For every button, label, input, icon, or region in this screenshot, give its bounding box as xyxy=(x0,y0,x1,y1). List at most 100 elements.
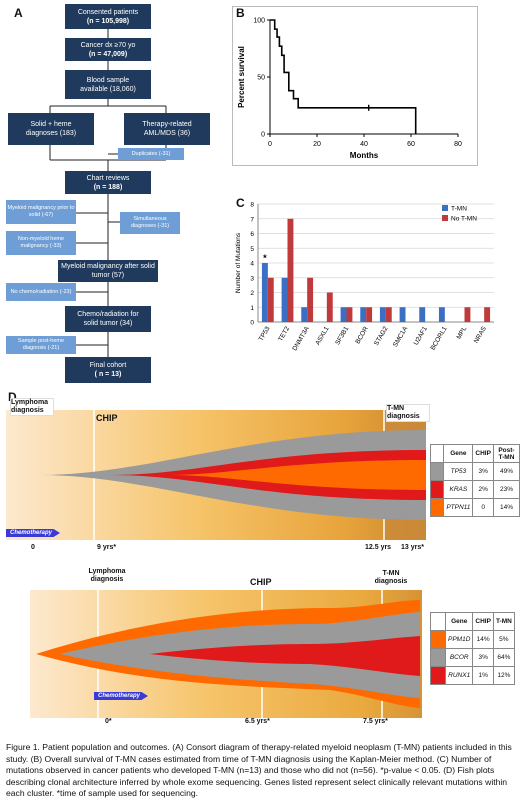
bottom-chemotherapy-arrow: Chemotherapy xyxy=(94,692,149,700)
category-label: TET2 xyxy=(277,325,291,343)
bottom-gene-table: Gene CHIP T-MN PPM1D 14% 5% BCOR 3% 64% … xyxy=(430,612,515,685)
runx1-clone xyxy=(150,636,420,676)
y-tick-label: 7 xyxy=(250,216,254,223)
chemo-radiation-box: Chemo/radiation for solid tumor (34) xyxy=(65,306,151,332)
box-value: available (18,060) xyxy=(80,85,136,93)
top-lymphoma-label: Lymphoma diagnosis xyxy=(10,398,54,416)
box-title: Myeloid malignancy after solid tumor (57… xyxy=(61,263,155,279)
box-title: Blood sample xyxy=(86,76,130,84)
blood-sample-box: Blood sample available (18,060) xyxy=(65,70,151,99)
y-axis-label: Percent survival xyxy=(237,46,246,108)
post-cell: 12% xyxy=(492,666,515,685)
x-axis-label: Months xyxy=(350,151,379,160)
myeloid-after-box: Myeloid malignancy after solid tumor (57… xyxy=(58,260,158,282)
bar-no-t-mn-nras xyxy=(484,307,491,322)
table-row: RUNX1 1% 12% xyxy=(430,666,515,685)
bottom-time-0: 0* xyxy=(104,718,113,725)
no-chemo-box: No chemo/radiation (-23) xyxy=(6,283,76,301)
box-title: Solid + heme xyxy=(30,121,72,128)
bar-no-t-mn-sf3b1 xyxy=(346,307,353,322)
category-label: NRAS xyxy=(473,325,488,345)
bottom-time-2: 7.5 yrs* xyxy=(362,718,389,725)
top-chemotherapy-arrow: Chemotherapy xyxy=(6,529,61,537)
ptpn11-clone xyxy=(170,460,426,490)
bar-no-t-mn-bcor xyxy=(366,307,373,322)
x-tick-label: 40 xyxy=(360,141,368,148)
y-tick-label: 3 xyxy=(250,275,254,282)
final-cohort-box: Final cohort ( n = 13) xyxy=(65,357,151,383)
y-tick-label: 6 xyxy=(250,231,254,238)
consented-patients-box: Consented patients (n = 105,998) xyxy=(65,4,151,29)
bar-no-t-mn-tp53 xyxy=(267,277,274,322)
top-time-1: 9 yrs* xyxy=(96,544,118,551)
gene-header: Gene xyxy=(444,612,474,631)
panel-d-letter: D xyxy=(8,390,17,404)
box-title: Therapy-related xyxy=(142,121,192,128)
top-tmn-label: T-MN diagnosis xyxy=(386,404,430,422)
chip-header: CHIP xyxy=(472,612,494,631)
mutations-bar-chart: 0 1 2 3 4 5 6 7 8 TP53 TET2 DNMT3A ASXL1 SF3B1 BCOR STA… xyxy=(235,202,494,352)
category-label: U2AF1 xyxy=(413,325,429,346)
gene-cell: KRAS xyxy=(443,480,474,499)
bar-t-mn-sf3b1 xyxy=(340,307,347,322)
simultaneous-box: Simultaneous diagnoses (-31) xyxy=(120,212,180,234)
chip-cell: 0 xyxy=(472,498,494,517)
survival-curve xyxy=(270,19,417,134)
legend-label: No T-MN xyxy=(451,216,477,223)
cancer-dx-box: Cancer dx ≥70 yo (n = 47,009) xyxy=(65,38,151,61)
box-value: (n = 188) xyxy=(93,183,123,191)
top-gene-table: Gene CHIP Post-T-MN TP53 3% 49% KRAS 2% … xyxy=(429,444,520,517)
legend-swatch xyxy=(442,205,448,211)
myeloid-prior-box: Myeloid malignancy prior to solid (-67) xyxy=(6,200,76,224)
top-chip-label: CHIP xyxy=(96,413,118,423)
post-cell: 5% xyxy=(492,630,515,649)
y-tick-label: 0 xyxy=(250,320,254,327)
x-tick-label: 20 xyxy=(313,141,321,148)
bar-no-t-mn-tet2 xyxy=(287,218,294,322)
bar-t-mn-tet2 xyxy=(281,277,288,322)
table-row: PPM1D 14% 5% xyxy=(430,630,515,649)
y-tick-label: 8 xyxy=(250,202,254,209)
swatch-header xyxy=(429,444,445,463)
chip-cell: 3% xyxy=(472,648,494,667)
x-tick-label: 0 xyxy=(268,141,272,148)
bottom-chip-label: CHIP xyxy=(250,577,272,587)
legend-swatch xyxy=(442,215,448,221)
chart-reviews-box: Chart reviews (n = 188) xyxy=(65,171,151,194)
bar-t-mn-bcorl1 xyxy=(438,307,445,322)
category-label: TP53 xyxy=(258,325,272,342)
bottom-tmn-label: T-MN diagnosis xyxy=(370,570,412,586)
box-title: Cancer dx ≥70 yo xyxy=(80,41,136,49)
box-title: Chemo/radiation for xyxy=(77,311,139,318)
bar-no-t-mn-asxl1 xyxy=(326,292,333,322)
gene-cell: PPM1D xyxy=(444,630,474,649)
category-label: ASXL1 xyxy=(314,325,330,346)
bar-t-mn-u2af1 xyxy=(419,307,426,322)
non-myeloid-box: Non-myeloid heme malignancy (-33) xyxy=(6,231,76,255)
consort-arrows xyxy=(49,29,167,357)
y-tick-label: 5 xyxy=(250,246,254,253)
y-tick-label: 0 xyxy=(261,132,265,139)
category-label: MPL xyxy=(455,325,468,340)
top-time-3: 13 yrs* xyxy=(400,544,425,551)
box-title: Chart reviews xyxy=(86,174,130,182)
color-swatch xyxy=(430,630,446,649)
gene-cell: TP53 xyxy=(443,462,474,481)
y-tick-label: 1 xyxy=(250,305,254,312)
post-cell: 14% xyxy=(492,498,520,517)
therapy-related-box: Therapy-related AML/MDS (36) xyxy=(124,113,210,145)
category-label: STAG2 xyxy=(373,325,390,347)
bar-t-mn-smc1a xyxy=(399,307,406,322)
table-row: PTPN11 0 14% xyxy=(429,498,520,517)
swatch-header xyxy=(430,612,446,631)
box-value: diagnoses (183) xyxy=(25,130,77,137)
table-row: TP53 3% 49% xyxy=(429,462,520,481)
panel-b-letter: B xyxy=(236,6,245,20)
x-tick-label: 60 xyxy=(407,141,415,148)
chip-cell: 14% xyxy=(472,630,494,649)
panel-a-letter: A xyxy=(14,6,23,20)
panel-c-letter: C xyxy=(236,196,245,210)
top-time-0: 0 xyxy=(30,544,36,551)
color-swatch xyxy=(429,462,445,481)
solid-heme-box: Solid + heme diagnoses (183) xyxy=(8,113,94,145)
